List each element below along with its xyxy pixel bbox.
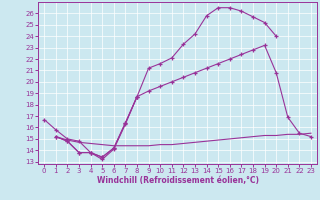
X-axis label: Windchill (Refroidissement éolien,°C): Windchill (Refroidissement éolien,°C) — [97, 176, 259, 185]
